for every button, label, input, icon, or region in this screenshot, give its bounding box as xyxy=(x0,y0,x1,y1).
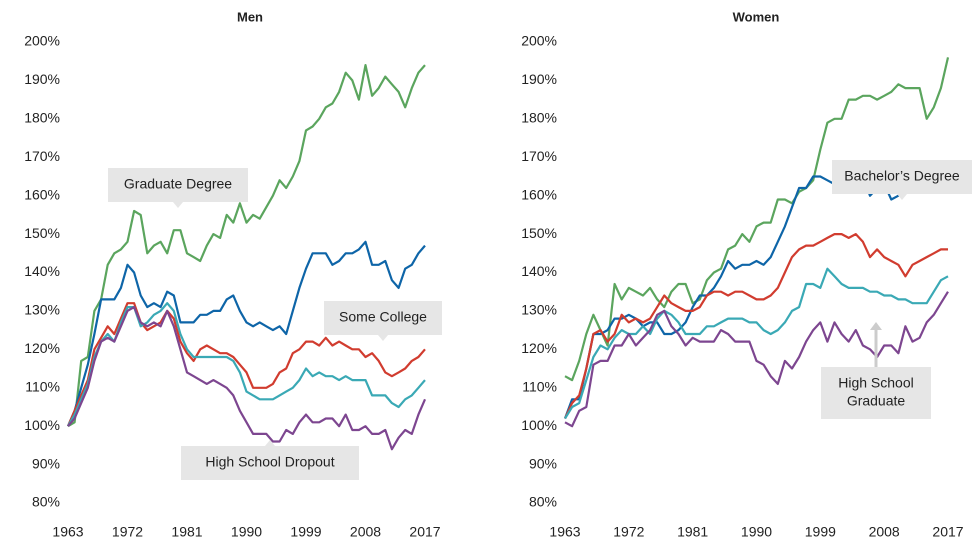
y-tick-label: 160% xyxy=(521,186,557,202)
annotation-box xyxy=(821,367,931,419)
chart-title: Men xyxy=(237,9,263,24)
annotation-box xyxy=(181,446,359,480)
series-line xyxy=(67,306,427,451)
y-tick-label: 90% xyxy=(529,455,557,471)
y-tick-label: 120% xyxy=(24,340,60,356)
x-tick-label: 1963 xyxy=(52,524,83,540)
y-tick-label: 160% xyxy=(24,186,60,202)
x-tick-label: 2017 xyxy=(409,524,440,540)
y-tick-label: 170% xyxy=(521,148,557,164)
y-tick-label: 170% xyxy=(24,148,60,164)
x-tick-label: 1990 xyxy=(231,524,262,540)
annotation-arrowhead xyxy=(870,322,882,330)
y-tick-label: 100% xyxy=(521,417,557,433)
y-tick-label: 120% xyxy=(521,340,557,356)
y-tick-label: 110% xyxy=(522,378,557,394)
annotation-pointer xyxy=(173,202,183,208)
x-tick-label: 1963 xyxy=(549,524,580,540)
y-tick-label: 150% xyxy=(521,225,557,241)
annotation-text: Some College xyxy=(339,309,427,325)
series-line xyxy=(66,240,426,427)
y-tick-label: 200% xyxy=(24,33,60,49)
annotation-text: Graduate Degree xyxy=(124,176,232,192)
annotation-pointer xyxy=(378,335,388,341)
x-tick-label: 1972 xyxy=(613,524,644,540)
chart-title: Women xyxy=(733,9,780,24)
x-tick-label: 1999 xyxy=(805,524,836,540)
y-tick-label: 100% xyxy=(24,417,60,433)
y-tick-label: 200% xyxy=(521,33,557,49)
series-line xyxy=(66,302,426,427)
annotation-box xyxy=(832,160,972,194)
annotation-text: Graduate xyxy=(847,393,906,409)
y-tick-label: 180% xyxy=(521,110,557,126)
y-tick-label: 130% xyxy=(24,302,60,318)
series-line xyxy=(67,302,426,427)
x-tick-label: 1990 xyxy=(741,524,772,540)
y-tick-label: 150% xyxy=(24,225,60,241)
y-tick-label: 110% xyxy=(25,378,60,394)
annotation-text: Bachelor’s Degree xyxy=(844,168,960,184)
y-tick-label: 180% xyxy=(24,110,60,126)
y-tick-label: 130% xyxy=(521,302,557,318)
y-tick-label: 80% xyxy=(529,494,557,510)
y-tick-label: 190% xyxy=(24,71,60,87)
annotation-pointer xyxy=(265,440,275,446)
annotation-text: High School xyxy=(838,375,914,391)
series-line xyxy=(67,63,426,428)
annotation-box xyxy=(108,168,248,202)
annotation-text: High School Dropout xyxy=(205,454,334,470)
x-tick-label: 1981 xyxy=(171,524,202,540)
y-tick-label: 190% xyxy=(521,71,557,87)
x-tick-label: 2008 xyxy=(869,524,900,540)
annotation-pointer xyxy=(897,194,907,200)
y-tick-label: 140% xyxy=(24,263,60,279)
series-line xyxy=(564,233,948,419)
x-tick-label: 1999 xyxy=(290,524,321,540)
series-line xyxy=(564,291,949,428)
x-tick-label: 1981 xyxy=(677,524,708,540)
y-tick-label: 140% xyxy=(521,263,557,279)
series-line xyxy=(564,57,950,382)
x-tick-label: 2017 xyxy=(932,524,963,540)
x-tick-label: 2008 xyxy=(350,524,381,540)
y-tick-label: 90% xyxy=(32,455,60,471)
x-tick-label: 1972 xyxy=(112,524,143,540)
annotation-box xyxy=(324,301,442,335)
y-tick-label: 80% xyxy=(32,494,60,510)
